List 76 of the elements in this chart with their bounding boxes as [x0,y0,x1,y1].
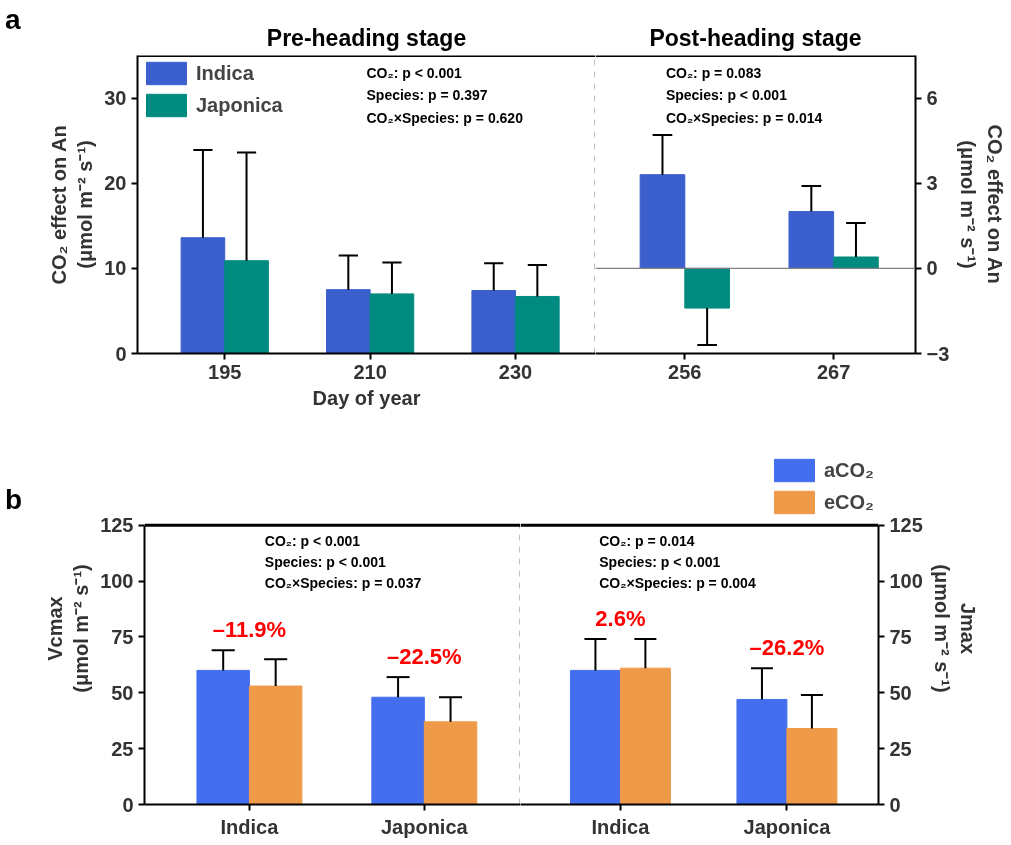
y2-tick-label: −3 [926,342,950,365]
y2-tick-label: 50 [889,681,912,704]
x-tick-label: 230 [498,360,533,383]
x-tick-label: Japonica [380,815,469,838]
y2-tick-label: 75 [889,625,912,648]
annotation: CO₂: p < 0.001 [366,64,463,81]
x-axis-title: Day of year [312,386,421,409]
y-tick-label: 50 [111,681,134,704]
annotation: 2.6% [595,606,646,632]
y-tick-label: 0 [115,342,127,365]
y-tick-label: 100 [100,570,134,593]
y-tick-label: 0 [122,793,134,816]
y2-axis-title: CO₂ effect on An (μmol m⁻² s⁻¹) [957,124,1006,284]
annotation: Species: p < 0.001 [599,553,721,570]
x-tick-label: Japonica [743,815,832,838]
annotation: CO₂×Species: p = 0.037 [264,574,422,591]
annotation: CO₂×Species: p = 0.620 [366,109,524,126]
y-axis-title: CO₂ effect on An (μmol m⁻² s⁻¹) [47,125,97,285]
y2-tick-label: 0 [889,793,901,816]
y-tick-label: 30 [104,87,127,110]
y2-tick-label: 25 [889,737,912,760]
legend-label: Japonica [196,92,283,118]
annotation: CO₂: p = 0.083 [665,64,762,81]
bar [788,211,835,269]
bar [639,174,686,269]
y2-tick-label: 100 [889,570,923,593]
annotation: CO₂: p < 0.001 [264,532,361,549]
annotation: –22.5% [387,644,462,670]
x-tick-label: 195 [208,360,242,383]
x-tick-label: Indica [220,815,280,838]
bar [371,696,425,805]
bar [619,667,671,805]
bar [515,295,560,354]
bar [736,698,788,805]
x-tick-label: 210 [353,360,387,383]
annotation: –26.2% [749,635,825,661]
bar [684,267,730,309]
bar [786,728,838,805]
y-tick-label: 75 [111,625,134,648]
y-tick-label: 25 [111,737,134,760]
annotation: Species: p = 0.397 [366,87,488,104]
annotation: –11.9% [212,617,287,643]
annotation: CO₂: p = 0.014 [599,532,695,549]
y-tick-label: 20 [104,172,127,195]
annotation: Species: p < 0.001 [264,553,387,570]
text: b [5,483,23,517]
y-tick-label: 10 [104,257,127,280]
legend-label: eCO₂ [823,489,874,515]
annotation: CO₂×Species: p = 0.014 [665,109,823,126]
bar [224,260,269,354]
bar [326,289,371,354]
x-tick-label: 256 [668,360,702,383]
text: a [5,3,21,37]
bar [833,256,879,269]
x-tick-label: Indica [591,815,651,838]
y2-tick-label: 125 [889,514,923,537]
y-tick-label: 125 [100,514,134,537]
y2-axis-title: Jmax (μmol m⁻² s⁻¹) [930,564,980,693]
legend-label: aCO₂ [823,457,874,483]
x-tick-label: 267 [816,360,851,383]
annotation: CO₂×Species: p = 0.004 [599,574,756,591]
bar [423,721,478,805]
bar [369,293,415,354]
chart-title: Pre-heading stage [266,24,467,51]
bar [180,237,226,354]
bar [248,685,303,805]
y-axis-title: Vcmax (μmol m⁻² s⁻¹) [43,564,93,693]
annotation: Species: p < 0.001 [665,87,788,104]
bar [569,669,621,805]
y2-tick-label: 6 [926,87,938,110]
legend-label: Indica [196,60,254,86]
chart-title: Post-heading stage [649,24,862,51]
bar [471,289,517,354]
bar [196,669,250,805]
y2-tick-label: 0 [926,257,938,280]
y2-tick-label: 3 [926,172,938,195]
